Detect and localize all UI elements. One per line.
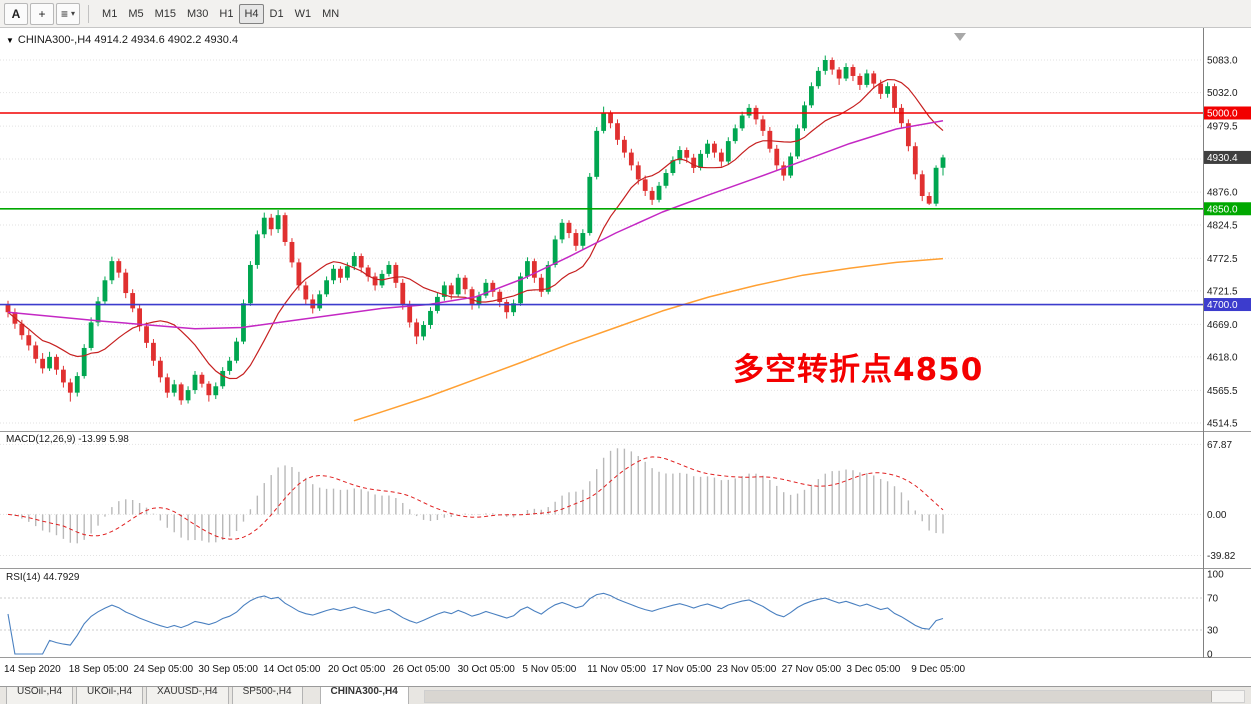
timeframe-w1[interactable]: W1 (290, 4, 317, 24)
timeframe-group: M1 M5 M15 M30 H1 H4 D1 W1 MN (97, 3, 344, 24)
draw-tools-icon: ≡ (61, 6, 69, 21)
macd-histogram (14, 448, 944, 544)
time-axis-label: 27 Nov 05:00 (781, 664, 842, 675)
time-axis-label: 30 Oct 05:00 (457, 664, 515, 675)
svg-text:-39.82: -39.82 (1207, 551, 1236, 562)
svg-text:4930.4: 4930.4 (1207, 153, 1238, 164)
chart-annotation: 多空转折点4850 (733, 352, 984, 388)
timeframe-m30[interactable]: M30 (182, 4, 213, 24)
svg-text:4772.5: 4772.5 (1207, 254, 1238, 265)
time-axis-label: 18 Sep 05:00 (68, 664, 129, 675)
time-axis-label: 9 Dec 05:00 (911, 664, 966, 675)
symbol-marker-icon: ▼ (6, 35, 14, 45)
chart-title-text: CHINA300-,H4 4914.2 4934.6 4902.2 4930.4 (17, 34, 239, 46)
svg-text:70: 70 (1207, 594, 1219, 605)
time-axis-label: 11 Nov 05:00 (587, 664, 646, 675)
ma-mid-line[interactable] (7, 119, 944, 330)
svg-text:0.00: 0.00 (1207, 510, 1227, 521)
time-axis-label: 30 Sep 05:00 (198, 664, 258, 675)
chart-tab-xauusd[interactable]: XAUUSD-,H4 (146, 687, 229, 704)
candles (5, 55, 946, 405)
svg-text:4700.0: 4700.0 (1207, 300, 1238, 311)
timeframe-h1[interactable]: H1 (214, 4, 238, 24)
draw-tools-dropdown-button[interactable]: ≡ ▾ (56, 2, 81, 25)
price-tag-4850: 4850.0 (1204, 202, 1251, 216)
timeframe-mn[interactable]: MN (317, 4, 344, 24)
svg-text:4669.0: 4669.0 (1207, 320, 1238, 331)
time-axis-label: 20 Oct 05:00 (328, 664, 386, 675)
ma-fast-line (7, 78, 944, 380)
scroll-shift-marker-icon[interactable] (954, 33, 966, 41)
price-gridlines (0, 59, 1203, 424)
macd-label: MACD(12,26,9) -13.99 5.98 (6, 434, 129, 445)
time-axis-label: 26 Oct 05:00 (392, 664, 451, 675)
time-axis[interactable]: 14 Sep 2020 18 Sep 05:00 24 Sep 05:00 30 Se… (0, 658, 1251, 686)
svg-text:4514.5: 4514.5 (1207, 418, 1238, 429)
macd-axis: 67.87 0.00 -39.82 (1207, 440, 1236, 562)
time-axis-label: 17 Nov 05:00 (652, 664, 712, 675)
macd-gridlines (0, 443, 1203, 557)
svg-text:4850.0: 4850.0 (1207, 204, 1238, 215)
chevron-down-icon: ▾ (71, 9, 76, 18)
timeframe-d1[interactable]: D1 (265, 4, 289, 24)
time-axis-label: 5 Nov 05:00 (522, 664, 577, 675)
timeframe-m15[interactable]: M15 (150, 4, 181, 24)
crosshair-tool-button[interactable]: + (30, 2, 54, 25)
chart-window[interactable]: 5083.05032.04979.54928.04876.04824.54772… (0, 28, 1251, 658)
tabbar-scrollbar-thumb[interactable] (424, 691, 1213, 702)
svg-text:5000.0: 5000.0 (1207, 108, 1238, 119)
timeframe-m1[interactable]: M1 (97, 4, 122, 24)
chart-tab-bar: USOil-,H4 UKOil-,H4 XAUUSD-,H4 SP500-,H4 CHI… (0, 686, 1251, 704)
timeframe-h4[interactable]: H4 (239, 3, 264, 24)
svg-text:100: 100 (1207, 570, 1224, 581)
rsi-label: RSI(14) 44.7929 (6, 572, 80, 583)
toolbar-separator (88, 4, 90, 23)
svg-text:4824.5: 4824.5 (1207, 221, 1238, 232)
time-axis-label: 14 Oct 05:00 (263, 664, 321, 675)
rsi-line (7, 592, 944, 655)
chart-tab-china300[interactable]: CHINA300-,H4 (319, 687, 409, 704)
chart-tab-usoil[interactable]: USOil-,H4 (6, 687, 74, 704)
tabbar-scrollbar[interactable] (423, 690, 1245, 703)
svg-text:4565.5: 4565.5 (1207, 386, 1238, 397)
toolbar: A + ≡ ▾ M1 M5 M15 M30 H1 H4 D1 W1 MN (0, 0, 1251, 28)
macd-signal-line (7, 456, 944, 540)
time-axis-label: 23 Nov 05:00 (716, 664, 777, 675)
chart-title: ▼ CHINA300-,H4 4914.2 4934.6 4902.2 4930… (6, 34, 238, 46)
text-label-tool-button[interactable]: A (4, 2, 28, 25)
svg-text:67.87: 67.87 (1207, 440, 1232, 451)
timeframe-m5[interactable]: M5 (123, 4, 148, 24)
chart-tab-sp500[interactable]: SP500-,H4 (231, 687, 303, 704)
svg-text:4618.0: 4618.0 (1207, 352, 1238, 363)
svg-text:0: 0 (1207, 650, 1213, 659)
svg-text:4876.0: 4876.0 (1207, 188, 1238, 199)
svg-text:30: 30 (1207, 626, 1219, 637)
svg-text:4721.5: 4721.5 (1207, 286, 1238, 297)
svg-text:4979.5: 4979.5 (1207, 122, 1238, 133)
rsi-axis: 100 70 30 0 (1207, 570, 1224, 659)
price-tag-5000: 5000.0 (1204, 106, 1251, 120)
current-price-tag: 4930.4 (1204, 150, 1251, 164)
svg-text:5083.0: 5083.0 (1207, 56, 1238, 67)
time-axis-label: 24 Sep 05:00 (133, 664, 194, 675)
ma-slow-line[interactable] (353, 257, 944, 422)
time-axis-label: 14 Sep 2020 (4, 664, 61, 675)
svg-text:5032.0: 5032.0 (1207, 88, 1238, 99)
chart-tab-ukoil[interactable]: UKOil-,H4 (76, 687, 144, 704)
chart-canvas[interactable]: 5083.05032.04979.54928.04876.04824.54772… (0, 28, 1251, 658)
rsi-level-lines (0, 597, 1203, 631)
time-axis-label: 3 Dec 05:00 (846, 664, 901, 675)
price-tag-4700: 4700.0 (1204, 298, 1251, 312)
